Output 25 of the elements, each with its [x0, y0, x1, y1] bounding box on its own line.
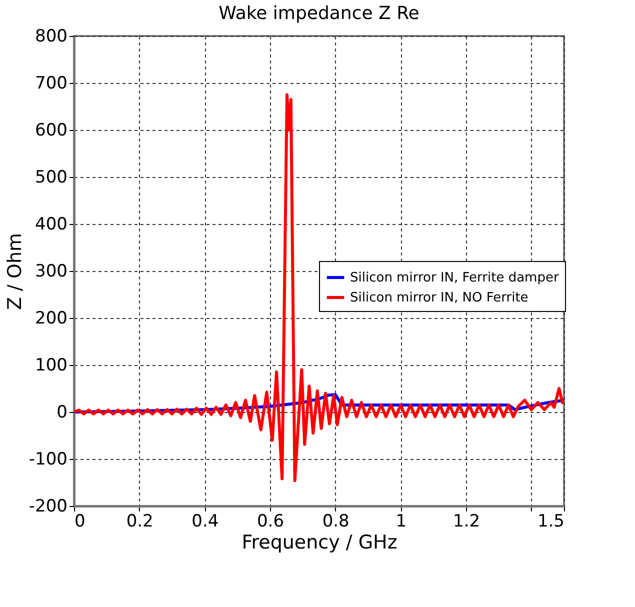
- x-axis-title: Frequency / GHz: [242, 532, 398, 554]
- y-tick-label: 200: [35, 308, 68, 328]
- y-tick-label: 400: [35, 214, 68, 234]
- x-tick-label: 0.8: [322, 512, 350, 532]
- legend-label: Silicon mirror IN, Ferrite damper: [350, 270, 560, 286]
- y-tick-label: -100: [28, 450, 68, 470]
- x-tick-label: 0.4: [192, 512, 219, 532]
- x-tick-label: 0.6: [256, 512, 284, 532]
- y-tick-label: 600: [35, 120, 68, 140]
- y-tick-label: -200: [28, 496, 68, 516]
- x-tick-label: 1.5: [537, 512, 564, 532]
- y-axis-title: Z / Ohm: [4, 232, 26, 310]
- y-tick-label: 100: [35, 356, 68, 376]
- x-tick-label: 1: [396, 512, 407, 532]
- line-series: [74, 93, 564, 482]
- y-tick-label: 0: [56, 402, 68, 422]
- x-tick-label: 0.2: [126, 512, 154, 532]
- legend-label: Silicon mirror IN, NO Ferrite: [350, 290, 528, 306]
- chart-title: Wake impedance Z Re: [218, 3, 420, 24]
- y-tick-label: 700: [35, 74, 68, 94]
- y-tick-label: 500: [35, 168, 68, 188]
- x-tick-label: 0: [74, 512, 86, 532]
- y-tick-label: 300: [35, 262, 68, 282]
- y-tick-label: 800: [35, 26, 68, 46]
- x-tick-label: 1.2: [452, 512, 480, 532]
